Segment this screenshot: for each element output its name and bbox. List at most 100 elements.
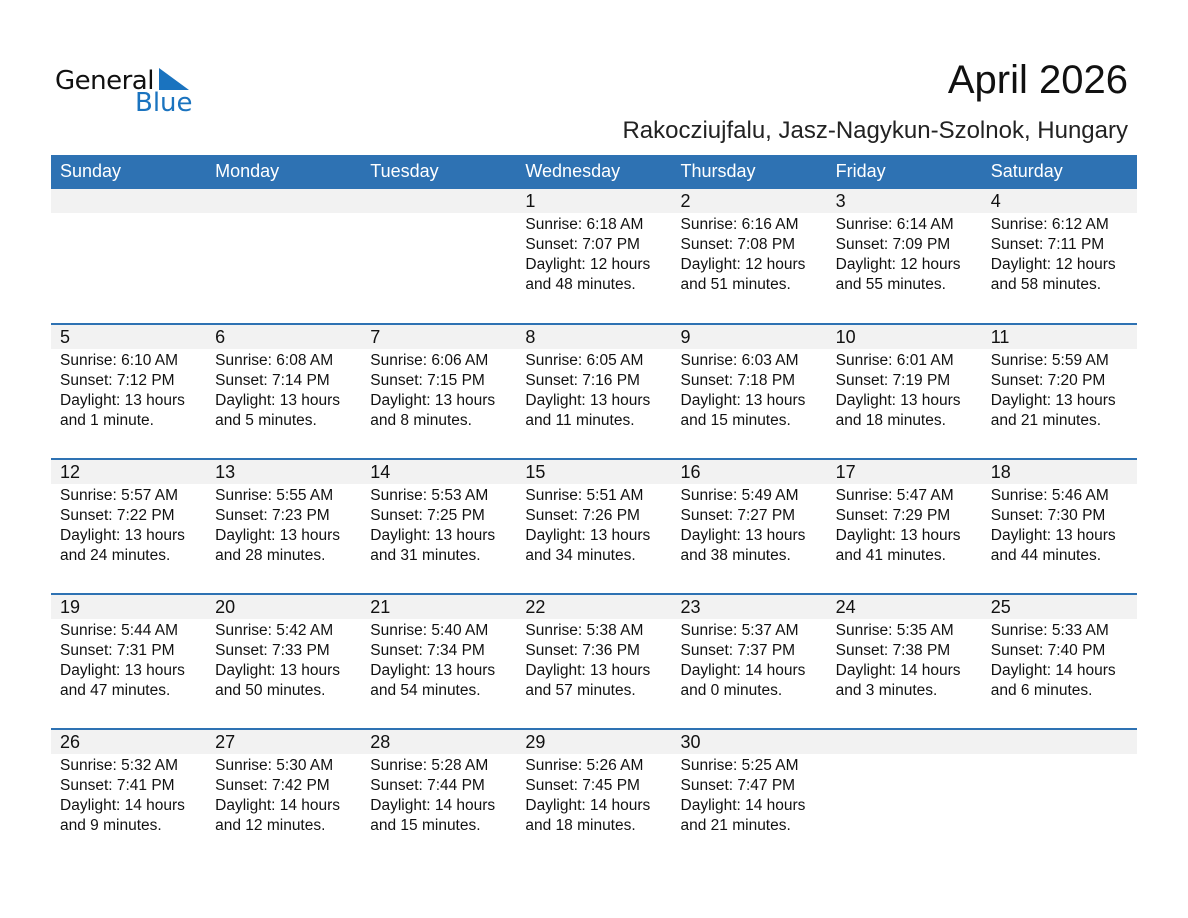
sunrise-text: Sunrise: 5:32 AM [60, 757, 179, 774]
day-info: Sunrise: 5:51 AM Sunset: 7:26 PM Daylight:… [516, 484, 671, 566]
day-info: Sunrise: 5:46 AM Sunset: 7:30 PM Daylight:… [982, 484, 1137, 566]
day-info: Sunrise: 5:33 AM Sunset: 7:40 PM Daylight:… [982, 619, 1137, 701]
weekday-saturday: Saturday [990, 161, 1063, 181]
daylight2-text: and 48 minutes. [525, 276, 636, 293]
day-number: 15 [516, 460, 672, 484]
day-info: Sunrise: 6:08 AM Sunset: 7:14 PM Daylight:… [206, 349, 361, 431]
day-cell: 7 Sunrise: 6:06 AM Sunset: 7:15 PM Daylight… [361, 325, 517, 458]
sunset-text: Sunset: 7:27 PM [680, 507, 796, 524]
sunrise-text: Sunrise: 5:42 AM [215, 622, 334, 639]
sunset-text: Sunset: 7:26 PM [525, 507, 640, 524]
day-number: 26 [51, 730, 207, 754]
daylight2-text: and 41 minutes. [835, 547, 946, 564]
sunset-text: Sunset: 7:44 PM [370, 777, 485, 794]
day-cell: 20 Sunrise: 5:42 AM Sunset: 7:33 PM Dayligh… [206, 595, 362, 728]
daylight2-text: and 58 minutes. [990, 276, 1102, 293]
sunset-text: Sunset: 7:33 PM [215, 642, 330, 659]
daylight1-text: Daylight: 13 hours [215, 662, 341, 679]
daylight2-text: and 6 minutes. [990, 682, 1093, 699]
day-number: 22 [516, 595, 672, 619]
sunrise-text: Sunrise: 5:57 AM [60, 487, 179, 504]
weekday-header: Sunday Monday Tuesday Wednesday Thursday Frid… [51, 155, 1137, 189]
daylight1-text: Daylight: 12 hours [525, 256, 651, 273]
day-info: Sunrise: 6:10 AM Sunset: 7:12 PM Daylight:… [51, 349, 206, 431]
sunrise-text: Sunrise: 5:30 AM [215, 757, 334, 774]
daylight1-text: Daylight: 13 hours [525, 662, 651, 679]
daylight1-text: Daylight: 14 hours [990, 662, 1116, 679]
daylight1-text: Daylight: 13 hours [835, 527, 961, 544]
sunrise-text: Sunrise: 6:10 AM [60, 352, 179, 369]
daylight1-text: Daylight: 13 hours [215, 392, 341, 409]
empty-cell [51, 189, 207, 323]
logo-text-blue: Blue [135, 88, 193, 118]
day-cell: 15 Sunrise: 5:51 AM Sunset: 7:26 PM Dayligh… [516, 460, 672, 593]
day-info: Sunrise: 5:42 AM Sunset: 7:33 PM Daylight:… [206, 619, 361, 701]
weekday-friday: Friday [835, 161, 886, 181]
day-number: 6 [206, 325, 362, 349]
location-subtitle: Rakocziujfalu, Jasz-Nagykun-Szolnok, Hun… [622, 117, 1128, 144]
day-number: 20 [206, 595, 362, 619]
day-cell: 13 Sunrise: 5:55 AM Sunset: 7:23 PM Dayligh… [206, 460, 362, 593]
daylight1-text: Daylight: 13 hours [370, 392, 496, 409]
day-info: Sunrise: 5:40 AM Sunset: 7:34 PM Daylight:… [361, 619, 516, 701]
sunrise-text: Sunrise: 6:14 AM [835, 216, 954, 233]
day-info: Sunrise: 6:18 AM Sunset: 7:07 PM Daylight:… [516, 213, 671, 295]
daylight2-text: and 3 minutes. [835, 682, 938, 699]
day-info: Sunrise: 5:47 AM Sunset: 7:29 PM Daylight:… [827, 484, 982, 566]
day-number: 29 [516, 730, 672, 754]
daylight1-text: Daylight: 14 hours [60, 797, 185, 814]
day-info: Sunrise: 5:26 AM Sunset: 7:45 PM Daylight:… [516, 754, 671, 836]
day-cell: 8 Sunrise: 6:05 AM Sunset: 7:16 PM Daylight… [516, 325, 672, 458]
day-cell: 1 Sunrise: 6:18 AM Sunset: 7:07 PM Daylight… [516, 189, 672, 323]
weekday-sunday: Sunday [60, 161, 122, 181]
sunset-text: Sunset: 7:31 PM [60, 642, 175, 659]
day-number: 4 [981, 189, 1137, 213]
day-info: Sunrise: 5:32 AM Sunset: 7:41 PM Daylight:… [51, 754, 206, 836]
daylight1-text: Daylight: 13 hours [835, 392, 961, 409]
day-info: Sunrise: 6:03 AM Sunset: 7:18 PM Daylight:… [672, 349, 827, 431]
day-number: 8 [516, 325, 672, 349]
day-cell: 24 Sunrise: 5:35 AM Sunset: 7:38 PM Dayligh… [826, 595, 982, 728]
daylight1-text: Daylight: 14 hours [835, 662, 961, 679]
daylight1-text: Daylight: 13 hours [60, 662, 185, 679]
day-info: Sunrise: 6:16 AM Sunset: 7:08 PM Daylight:… [672, 213, 827, 295]
empty-cell [361, 189, 517, 323]
sunrise-text: Sunrise: 6:05 AM [525, 352, 644, 369]
day-number: 18 [981, 460, 1137, 484]
sunrise-text: Sunrise: 5:46 AM [990, 487, 1109, 504]
day-info: Sunrise: 5:35 AM Sunset: 7:38 PM Daylight:… [827, 619, 982, 701]
day-cell: 27 Sunrise: 5:30 AM Sunset: 7:42 PM Dayligh… [206, 730, 362, 863]
day-cell: 4 Sunrise: 6:12 AM Sunset: 7:11 PM Daylight… [981, 189, 1137, 323]
sunrise-text: Sunrise: 5:49 AM [680, 487, 799, 504]
sunset-text: Sunset: 7:45 PM [525, 777, 640, 794]
sunset-text: Sunset: 7:42 PM [215, 777, 330, 794]
sunrise-text: Sunrise: 5:37 AM [680, 622, 799, 639]
day-number: 16 [671, 460, 827, 484]
daylight1-text: Daylight: 12 hours [835, 256, 961, 273]
sunrise-text: Sunrise: 5:55 AM [215, 487, 334, 504]
sunset-text: Sunset: 7:36 PM [525, 642, 640, 659]
sunset-text: Sunset: 7:20 PM [990, 372, 1106, 389]
day-number: 19 [51, 595, 207, 619]
sunrise-text: Sunrise: 5:40 AM [370, 622, 489, 639]
daylight2-text: and 44 minutes. [990, 547, 1102, 564]
sunset-text: Sunset: 7:25 PM [370, 507, 485, 524]
day-info: Sunrise: 5:30 AM Sunset: 7:42 PM Daylight:… [206, 754, 361, 836]
sunrise-text: Sunrise: 5:26 AM [525, 757, 644, 774]
sunset-text: Sunset: 7:09 PM [835, 236, 951, 253]
sunrise-text: Sunrise: 5:35 AM [835, 622, 954, 639]
sunrise-text: Sunrise: 5:25 AM [680, 757, 799, 774]
day-number: 9 [671, 325, 827, 349]
day-number: 7 [361, 325, 517, 349]
day-info: Sunrise: 5:37 AM Sunset: 7:37 PM Daylight:… [672, 619, 827, 701]
week-row: 12 Sunrise: 5:57 AM Sunset: 7:22 PM Dayligh… [51, 458, 1137, 593]
day-info: Sunrise: 5:59 AM Sunset: 7:20 PM Daylight:… [982, 349, 1137, 431]
day-cell: 28 Sunrise: 5:28 AM Sunset: 7:44 PM Dayligh… [361, 730, 517, 863]
page-title: April 2026 [947, 58, 1128, 102]
sunrise-text: Sunrise: 5:38 AM [525, 622, 644, 639]
sunrise-text: Sunrise: 5:44 AM [60, 622, 179, 639]
weekday-thursday: Thursday [680, 161, 756, 181]
sunset-text: Sunset: 7:29 PM [835, 507, 951, 524]
daylight2-text: and 11 minutes. [525, 412, 635, 429]
day-number: 21 [361, 595, 517, 619]
